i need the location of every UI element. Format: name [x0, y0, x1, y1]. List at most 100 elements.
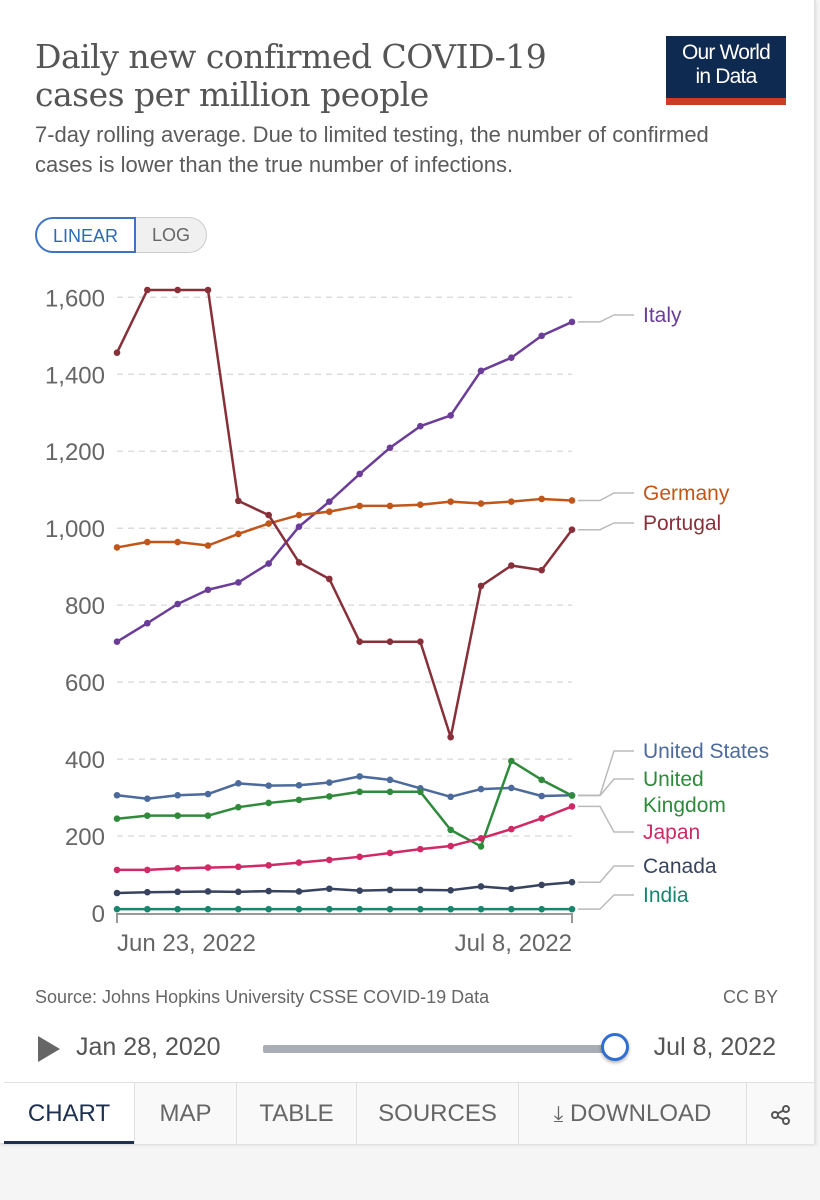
series-label: Germany — [643, 482, 730, 505]
data-point — [174, 286, 181, 294]
series-line-united-states — [116, 775, 573, 800]
license-link[interactable]: CC BY — [722, 987, 778, 1007]
data-point — [417, 845, 424, 853]
data-point — [386, 444, 394, 452]
data-point — [508, 885, 515, 893]
source-note[interactable]: Source: Johns Hopkins University CSSE CO… — [35, 987, 490, 1007]
data-point — [356, 905, 363, 913]
data-point — [417, 788, 424, 796]
data-point — [144, 619, 151, 627]
tab-sources[interactable]: SOURCES — [356, 1083, 518, 1144]
linear-button[interactable]: LINEAR — [35, 217, 137, 253]
label-connector — [578, 894, 634, 910]
data-point — [113, 889, 121, 897]
chart-subtitle: 7-day rolling average. Due to limited te… — [35, 122, 709, 177]
log-button[interactable]: LOG — [136, 217, 208, 253]
series-label: United States — [643, 740, 769, 763]
data-point — [235, 780, 242, 787]
timeline-handle[interactable] — [601, 1033, 629, 1061]
tab-map[interactable]: MAP — [134, 1083, 236, 1144]
data-point — [356, 853, 363, 861]
owid-logo[interactable]: Our World in Data — [666, 36, 786, 105]
data-point — [386, 849, 394, 857]
data-point — [326, 498, 333, 505]
data-point — [508, 825, 515, 833]
data-point — [113, 349, 121, 357]
label-connector — [578, 805, 634, 833]
data-point — [447, 733, 454, 741]
data-point — [447, 886, 454, 894]
data-point — [174, 905, 181, 913]
series-line-japan — [117, 805, 573, 872]
data-point — [447, 826, 454, 834]
data-point — [356, 470, 363, 478]
y-tick-label: 200 — [65, 824, 105, 851]
tab-download[interactable]: ⤓ DOWNLOAD — [518, 1083, 746, 1144]
data-point — [174, 600, 181, 608]
data-point — [295, 859, 303, 866]
data-point — [265, 799, 272, 807]
data-point — [265, 511, 272, 519]
y-tick-label: 400 — [65, 747, 105, 774]
data-point — [568, 497, 576, 504]
data-point — [174, 812, 181, 819]
data-point — [477, 843, 485, 850]
data-point — [235, 888, 242, 896]
series-label: United — [643, 768, 704, 791]
series-line-germany — [116, 497, 573, 549]
data-point — [568, 526, 576, 534]
data-point — [326, 885, 333, 893]
data-point — [508, 784, 515, 792]
data-point — [477, 367, 485, 375]
data-point — [235, 530, 242, 538]
logo-line1: Our World — [681, 41, 771, 64]
data-point — [295, 888, 303, 895]
data-point — [204, 812, 212, 819]
data-point — [477, 905, 485, 913]
scale-toggle: LINEAR LOG — [35, 217, 208, 253]
data-point — [447, 842, 454, 850]
data-point — [265, 887, 272, 895]
logo-bar — [666, 98, 786, 105]
data-point — [386, 886, 394, 894]
data-point — [447, 498, 454, 505]
series-label: Italy — [643, 304, 682, 327]
data-point — [174, 538, 181, 546]
data-point — [386, 788, 394, 796]
label-connector — [578, 492, 634, 502]
data-point — [538, 792, 545, 800]
timeline-slider[interactable] — [263, 1045, 618, 1053]
data-point — [235, 579, 242, 586]
timeline-start: Jan 28, 2020 — [76, 1033, 221, 1061]
timeline-end: Jul 8, 2022 — [653, 1033, 776, 1061]
data-point — [477, 835, 485, 842]
data-point — [204, 586, 212, 594]
data-point — [265, 782, 272, 789]
data-point — [356, 887, 363, 894]
data-point — [326, 856, 333, 864]
data-point — [386, 905, 394, 913]
x-tick-label: Jun 23, 2022 — [117, 930, 256, 957]
data-point — [295, 796, 303, 804]
share-button[interactable] — [746, 1083, 814, 1144]
data-point — [113, 866, 121, 874]
data-point — [235, 863, 242, 871]
data-point — [326, 779, 333, 786]
data-point — [356, 638, 363, 646]
tab-chart[interactable]: CHART — [4, 1083, 134, 1144]
data-point — [265, 560, 272, 567]
series-label: Portugal — [643, 512, 721, 535]
label-connector — [578, 865, 634, 883]
series-line-canada — [116, 880, 573, 895]
label-connector — [578, 522, 634, 531]
data-point — [508, 498, 515, 505]
data-point — [447, 412, 454, 419]
series-line-portugal — [115, 288, 573, 739]
play-icon[interactable] — [38, 1036, 60, 1062]
data-point — [174, 865, 181, 872]
series-label: India — [643, 884, 689, 907]
data-point — [538, 776, 545, 784]
data-point — [265, 520, 272, 527]
tab-table[interactable]: TABLE — [236, 1083, 356, 1144]
series-label: Japan — [643, 821, 700, 844]
